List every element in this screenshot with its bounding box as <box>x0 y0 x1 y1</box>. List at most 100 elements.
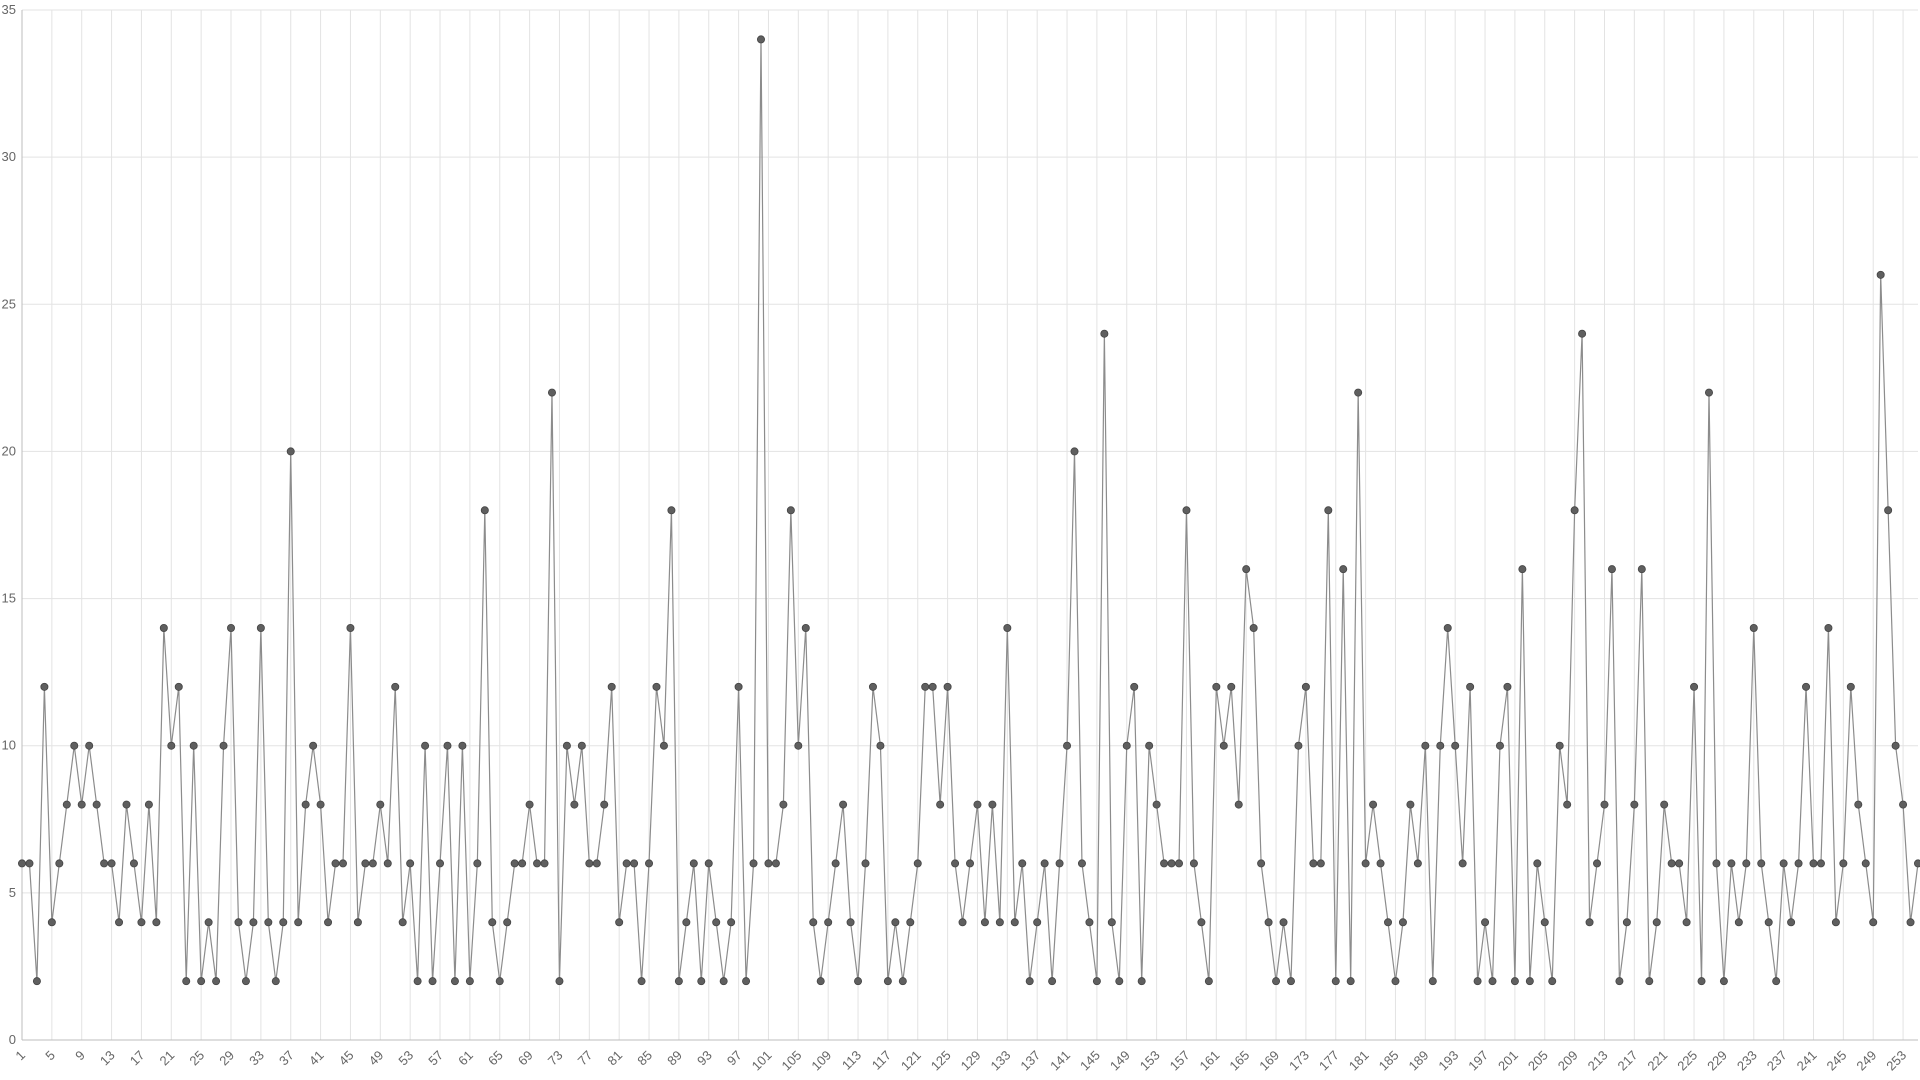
data-point[interactable] <box>995 918 1004 927</box>
data-point[interactable] <box>1846 682 1855 691</box>
data-point[interactable] <box>592 859 601 868</box>
data-point[interactable] <box>383 859 392 868</box>
data-point[interactable] <box>667 506 676 515</box>
data-point[interactable] <box>704 859 713 868</box>
data-point[interactable] <box>1234 800 1243 809</box>
data-point[interactable] <box>391 682 400 691</box>
data-point[interactable] <box>801 624 810 633</box>
data-point[interactable] <box>480 506 489 515</box>
data-point[interactable] <box>1175 859 1184 868</box>
data-point[interactable] <box>1100 329 1109 338</box>
data-point[interactable] <box>1160 859 1169 868</box>
data-point[interactable] <box>1451 741 1460 750</box>
data-point[interactable] <box>1361 859 1370 868</box>
data-point[interactable] <box>1458 859 1467 868</box>
data-point[interactable] <box>1570 506 1579 515</box>
data-point[interactable] <box>891 918 900 927</box>
data-point[interactable] <box>1189 859 1198 868</box>
data-point[interactable] <box>1816 859 1825 868</box>
data-point[interactable] <box>1428 977 1437 986</box>
data-point[interactable] <box>421 741 430 750</box>
data-point[interactable] <box>286 447 295 456</box>
data-point[interactable] <box>1354 388 1363 397</box>
data-point[interactable] <box>1481 918 1490 927</box>
data-point[interactable] <box>682 918 691 927</box>
data-point[interactable] <box>1891 741 1900 750</box>
data-point[interactable] <box>144 800 153 809</box>
data-point[interactable] <box>1704 388 1713 397</box>
data-point[interactable] <box>92 800 101 809</box>
data-point[interactable] <box>1010 918 1019 927</box>
data-point[interactable] <box>204 918 213 927</box>
data-point[interactable] <box>1391 977 1400 986</box>
data-point[interactable] <box>921 682 930 691</box>
data-point[interactable] <box>1137 977 1146 986</box>
data-point[interactable] <box>659 741 668 750</box>
data-point[interactable] <box>376 800 385 809</box>
data-point[interactable] <box>1630 800 1639 809</box>
data-point[interactable] <box>107 859 116 868</box>
data-point[interactable] <box>1899 800 1908 809</box>
data-point[interactable] <box>1719 977 1728 986</box>
data-point[interactable] <box>1152 800 1161 809</box>
data-point[interactable] <box>450 977 459 986</box>
data-point[interactable] <box>600 800 609 809</box>
data-point[interactable] <box>1272 977 1281 986</box>
data-point[interactable] <box>122 800 131 809</box>
data-point[interactable] <box>234 918 243 927</box>
data-point[interactable] <box>1607 565 1616 574</box>
data-point[interactable] <box>1809 859 1818 868</box>
data-point[interactable] <box>1413 859 1422 868</box>
data-point[interactable] <box>958 918 967 927</box>
data-point[interactable] <box>1727 859 1736 868</box>
data-point[interactable] <box>1734 918 1743 927</box>
data-point[interactable] <box>980 918 989 927</box>
data-point[interactable] <box>1510 977 1519 986</box>
data-point[interactable] <box>1130 682 1139 691</box>
data-point[interactable] <box>436 859 445 868</box>
data-point[interactable] <box>70 741 79 750</box>
data-point[interactable] <box>1077 859 1086 868</box>
data-point[interactable] <box>1548 977 1557 986</box>
data-point[interactable] <box>1593 859 1602 868</box>
data-point[interactable] <box>152 918 161 927</box>
data-point[interactable] <box>742 977 751 986</box>
data-point[interactable] <box>1555 741 1564 750</box>
data-point[interactable] <box>1563 800 1572 809</box>
data-point[interactable] <box>1697 977 1706 986</box>
data-point[interactable] <box>465 977 474 986</box>
data-point[interactable] <box>1003 624 1012 633</box>
data-point[interactable] <box>525 800 534 809</box>
data-point[interactable] <box>510 859 519 868</box>
data-point[interactable] <box>1861 859 1870 868</box>
data-point[interactable] <box>928 682 937 691</box>
data-point[interactable] <box>85 741 94 750</box>
data-point[interactable] <box>1331 977 1340 986</box>
data-point[interactable] <box>1622 918 1631 927</box>
data-point[interactable] <box>913 859 922 868</box>
data-point[interactable] <box>1242 565 1251 574</box>
data-point[interactable] <box>115 918 124 927</box>
data-point[interactable] <box>197 977 206 986</box>
data-point[interactable] <box>1212 682 1221 691</box>
data-point[interactable] <box>1219 741 1228 750</box>
data-point[interactable] <box>898 977 907 986</box>
data-point[interactable] <box>174 682 183 691</box>
data-point[interactable] <box>443 741 452 750</box>
data-point[interactable] <box>77 800 86 809</box>
data-point[interactable] <box>137 918 146 927</box>
data-point[interactable] <box>577 741 586 750</box>
data-point[interactable] <box>1018 859 1027 868</box>
data-point[interactable] <box>1473 977 1482 986</box>
data-point[interactable] <box>62 800 71 809</box>
data-point[interactable] <box>936 800 945 809</box>
data-point[interactable] <box>1772 977 1781 986</box>
data-point[interactable] <box>1876 270 1885 279</box>
data-point[interactable] <box>1742 859 1751 868</box>
data-point[interactable] <box>1279 918 1288 927</box>
data-point[interactable] <box>1048 977 1057 986</box>
data-point[interactable] <box>1436 741 1445 750</box>
data-point[interactable] <box>518 859 527 868</box>
data-point[interactable] <box>316 800 325 809</box>
data-point[interactable] <box>129 859 138 868</box>
